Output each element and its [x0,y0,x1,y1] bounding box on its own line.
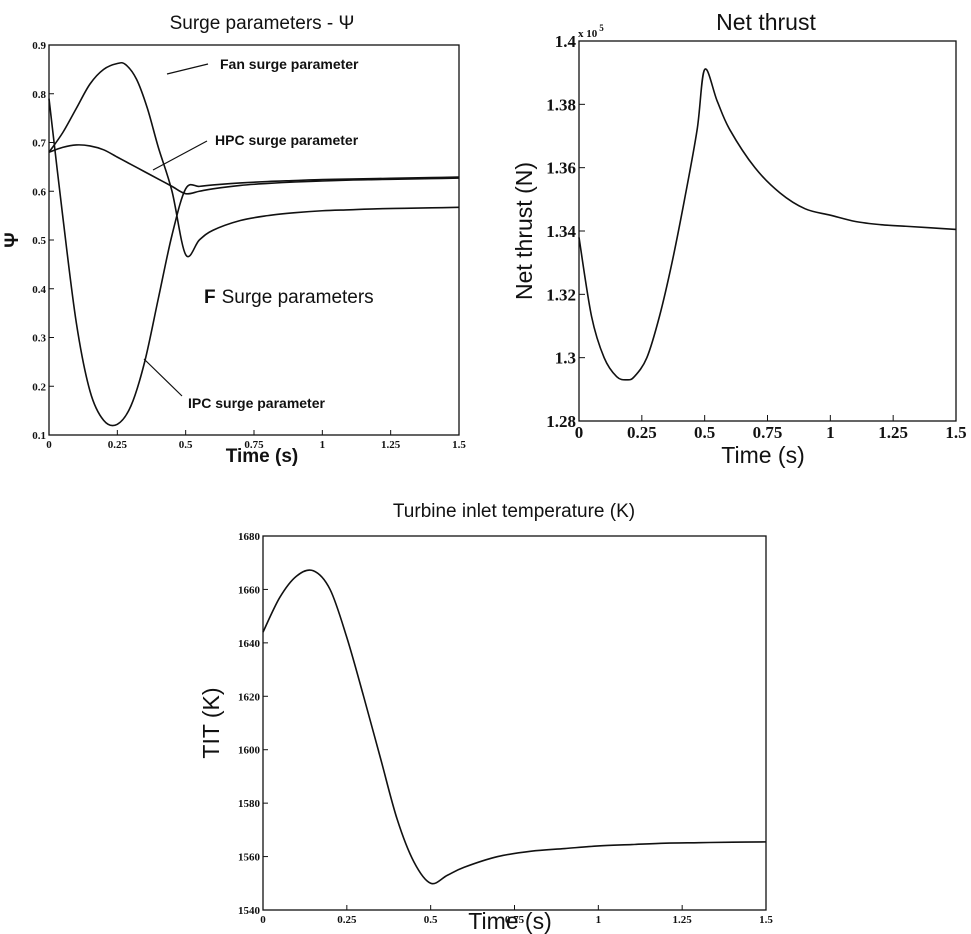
surge-series-line-2 [48,98,460,427]
fan-label-pointer [166,63,209,75]
thrust-x-tick-label: 1 [826,423,835,442]
tit-y-tick-label: 1540 [238,905,261,917]
surge-y-tick-label: 0.2 [32,381,46,393]
thrust-chart-frame [578,40,957,422]
tit-y-tick-label: 1640 [238,638,261,650]
thrust-y-tick-label: 1.38 [546,95,576,114]
tit-chart-title: Turbine inlet temperature (K) [393,501,635,522]
surge-parameters-chart: Surge parameters - Ψ 0 0.25 0.5 0.75 1 1.25 1.… [2,13,466,467]
thrust-x-tick-label: 1.25 [878,423,908,442]
surge-y-tick-label: 0.5 [32,235,46,247]
surge-chart-x-label: Time (s) [226,446,299,467]
surge-y-tick-label: 0.9 [32,40,46,52]
thrust-y-tick-label: 1.34 [546,222,576,241]
tit-x-tick-label: 0.75 [505,914,525,926]
tit-y-tick-label: 1680 [238,531,261,543]
thrust-y-scale-label: x 10 [578,28,598,40]
thrust-chart-x-label: Time (s) [721,442,804,468]
surge-x-tick-label: 0.25 [108,439,128,451]
surge-y-tick-label: 0.7 [32,138,46,150]
thrust-x-tick-label: 0.5 [694,423,715,442]
thrust-x-tick-label: 0.75 [753,423,783,442]
thrust-y-tick-label: 1.32 [546,285,576,304]
ipc-label-pointer [143,358,183,397]
tit-chart-y-label: TIT (K) [198,687,224,758]
thrust-y-scale-exponent: 5 [599,23,604,33]
thrust-y-scale-factor: x 10 5 [578,23,604,40]
tit-chart-ticks: 0 0.25 0.5 0.75 1 1.25 1.5 1540 1560 1580 1600 1620… [238,531,773,926]
surge-x-tick-label: 0 [46,439,52,451]
thrust-chart-ticks: 0 0.25 0.5 0.75 1 1.25 1.5 1.28 1.3 1.32 1.34 1.36 1… [546,32,966,442]
thrust-chart-series [578,68,957,381]
surge-chart-frame [48,44,460,436]
thrust-x-tick-label: 1.5 [945,423,966,442]
tit-y-tick-label: 1660 [238,584,261,596]
thrust-y-tick-label: 1.28 [546,412,576,431]
ipc-series-label: IPC surge parameter [188,395,325,411]
tit-x-tick-label: 1.5 [759,914,773,926]
tit-y-tick-label: 1620 [238,691,261,703]
surge-annotation-text: Surge parameters [222,287,374,308]
hpc-series-label: HPC surge parameter [215,132,359,148]
thrust-y-tick-label: 1.4 [555,32,577,51]
surge-x-tick-label: 0.75 [244,439,264,451]
tit-x-tick-label: 0 [260,914,266,926]
thrust-chart-title: Net thrust [716,9,816,35]
surge-y-tick-label: 0.6 [32,186,46,198]
thrust-x-tick-label: 0 [575,423,584,442]
thrust-x-tick-label: 0.25 [627,423,657,442]
tit-series-line-0 [262,569,767,885]
thrust-y-tick-label: 1.36 [546,159,576,178]
tit-y-tick-label: 1560 [238,852,261,864]
tit-y-tick-label: 1600 [238,745,261,757]
surge-x-tick-label: 1.25 [381,439,401,451]
surge-x-tick-label: 0.5 [179,439,193,451]
surge-y-tick-label: 0.3 [32,333,46,345]
tit-x-tick-label: 1.25 [673,914,693,926]
surge-y-tick-label: 0.4 [32,284,46,296]
thrust-y-tick-label: 1.3 [555,349,576,368]
thrust-series-line-0 [578,68,957,381]
surge-y-tick-label: 0.8 [32,89,46,101]
thrust-chart-y-label: Net thrust (N) [511,162,537,300]
surge-chart-y-label: Ψ [2,232,23,247]
surge-series-line-0 [48,61,460,258]
surge-annotation: F Surge parameters [204,287,374,308]
surge-x-tick-label: 1 [320,439,326,451]
tit-x-tick-label: 0.25 [337,914,357,926]
fan-series-label: Fan surge parameter [220,56,359,72]
surge-chart-title: Surge parameters - Ψ [170,13,355,34]
tit-chart: Turbine inlet temperature (K) 0 0.25 0.5 0.… [198,501,773,934]
surge-annotation-marker: F [204,287,216,308]
surge-y-tick-label: 0.1 [32,430,46,442]
tit-x-tick-label: 0.5 [424,914,438,926]
surge-chart-series [48,61,460,427]
surge-x-tick-label: 1.5 [452,439,466,451]
net-thrust-chart: Net thrust 0 0.25 0.5 0.75 1 1.25 1.5 1.28 1.3 1.… [511,9,967,468]
tit-x-tick-label: 1 [596,914,602,926]
tit-y-tick-label: 1580 [238,798,261,810]
surge-chart-ticks: 0 0.25 0.5 0.75 1 1.25 1.5 0.1 0.2 0.3 0.4 0.5 0.6 0.… [32,40,466,451]
hpc-label-pointer [152,140,208,171]
surge-series-line-1 [48,144,460,195]
tit-chart-x-label: Time (s) [468,908,551,934]
tit-chart-series [262,569,767,885]
